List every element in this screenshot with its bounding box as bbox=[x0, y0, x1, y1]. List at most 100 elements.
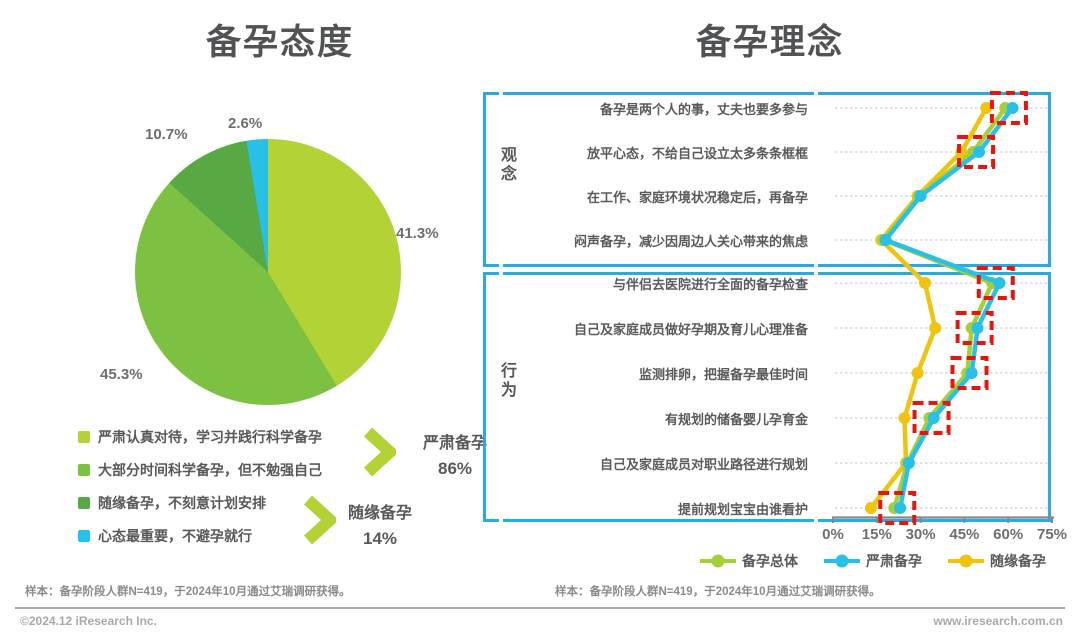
highlight-box bbox=[976, 266, 1015, 300]
highlight-box bbox=[989, 91, 1028, 125]
legend-swatch-icon bbox=[78, 529, 90, 542]
data-point-随缘备孕 bbox=[980, 102, 993, 114]
legend-swatch-icon bbox=[78, 430, 90, 443]
chevron-right-icon bbox=[363, 427, 396, 477]
highlight-box bbox=[955, 311, 994, 345]
pie-legend-label: 大部分时间科学备孕，但不勉强自己 bbox=[98, 461, 322, 478]
pie-slice-label-1: 41.3% bbox=[396, 225, 439, 242]
pie-group-serious-label: 严肃备孕 bbox=[422, 435, 487, 452]
pie-slice-label-3: 10.7% bbox=[145, 126, 188, 143]
line-legend-item-严肃备孕: 严肃备孕 bbox=[824, 551, 922, 571]
highlight-box bbox=[878, 491, 917, 525]
x-axis-tick-label: 75% bbox=[1037, 526, 1067, 543]
series-line-随缘备孕 bbox=[869, 106, 989, 510]
pie-legend-label: 严肃认真对待，学习并践行科学备孕 bbox=[98, 428, 322, 445]
legend-swatch-icon bbox=[78, 463, 90, 476]
category-label-2: 放平心态，不给自己设立太多条条框框 bbox=[586, 146, 808, 161]
pie-legend-label: 心态最重要，不避孕就行 bbox=[98, 527, 252, 544]
row-separator bbox=[503, 483, 814, 488]
data-point-随缘备孕 bbox=[898, 412, 911, 424]
x-axis-tick-label: 30% bbox=[906, 526, 936, 543]
category-label-4: 闷声备孕，减少因周边人关心带来的焦虑 bbox=[573, 234, 808, 249]
pie-group-serious-value: 86% bbox=[437, 459, 473, 478]
data-point-随缘备孕 bbox=[929, 322, 942, 334]
data-point-严肃备孕 bbox=[993, 277, 1006, 289]
x-axis-tick-label: 0% bbox=[822, 526, 844, 543]
pie-chart-title: 备孕态度 bbox=[205, 23, 354, 62]
website-text: www.iresearch.com.cn bbox=[933, 614, 1063, 628]
pie-chart bbox=[135, 139, 401, 405]
line-marker-icon bbox=[824, 554, 860, 568]
data-point-严肃备孕 bbox=[902, 457, 915, 469]
line-chart-legend: 备孕总体 严肃备孕 随缘备孕 bbox=[700, 551, 1046, 571]
data-point-随缘备孕 bbox=[918, 277, 931, 289]
data-point-严肃备孕 bbox=[927, 412, 940, 424]
line-marker-icon bbox=[948, 554, 984, 568]
row-separator bbox=[503, 438, 814, 443]
line-legend-label: 严肃备孕 bbox=[866, 553, 922, 569]
highlight-box bbox=[957, 135, 996, 169]
line-legend-item-随缘备孕: 随缘备孕 bbox=[948, 551, 1046, 571]
group-label-behavior: 行为 bbox=[498, 362, 515, 400]
line-legend-label: 备孕总体 bbox=[742, 553, 798, 569]
row-separator bbox=[503, 393, 814, 398]
row-separator bbox=[503, 172, 814, 176]
group-label-concept: 观念 bbox=[498, 146, 515, 184]
sample-note-left: 样本：备孕阶段人群N=419，于2024年10月通过艾瑞调研获得。 bbox=[25, 586, 351, 598]
behavior-group-frame bbox=[483, 272, 1051, 522]
category-label-7: 监测排卵，把握备孕最佳时间 bbox=[638, 367, 808, 382]
line-marker-icon bbox=[700, 554, 736, 568]
copyright-text: ©2024.12 iResearch Inc. bbox=[20, 614, 157, 628]
data-point-严肃备孕 bbox=[914, 190, 927, 202]
data-point-严肃备孕 bbox=[971, 322, 984, 334]
category-label-10: 提前规划宝宝由谁看护 bbox=[677, 502, 808, 517]
pie-legend-item-2: 大部分时间科学备孕，但不勉强自己 bbox=[78, 453, 322, 486]
category-label-1: 备孕是两个人的事，丈夫也要多参与 bbox=[599, 102, 808, 117]
line-legend-item-备孕总体: 备孕总体 bbox=[700, 551, 798, 571]
pie-slice-label-2: 45.3% bbox=[100, 366, 143, 383]
pie-group-casual: 随缘备孕 14% bbox=[323, 499, 437, 549]
highlight-box bbox=[912, 401, 951, 435]
x-axis-tick-label: 60% bbox=[993, 526, 1023, 543]
data-point-随缘备孕 bbox=[864, 502, 877, 514]
highlight-box bbox=[950, 356, 989, 390]
pie-group-serious: 严肃备孕 86% bbox=[398, 429, 512, 479]
data-point-严肃备孕 bbox=[973, 146, 985, 158]
pie-legend-item-3: 随缘备孕，不刻意计划安排 bbox=[78, 486, 322, 519]
x-axis-tick-label: 45% bbox=[949, 526, 979, 543]
x-axis-tick-label: 15% bbox=[862, 526, 892, 543]
pie-legend: 严肃认真对待，学习并践行科学备孕 大部分时间科学备孕，但不勉强自己 随缘备孕，不刻意… bbox=[78, 420, 322, 552]
data-point-严肃备孕 bbox=[879, 234, 892, 246]
chevron-right-icon bbox=[303, 495, 336, 545]
row-separator bbox=[503, 348, 814, 353]
category-label-6: 自己及家庭成员做好孕期及育儿心理准备 bbox=[573, 322, 808, 337]
pie-slice-label-4: 2.6% bbox=[228, 115, 263, 132]
pie-group-casual-label: 随缘备孕 bbox=[347, 505, 412, 522]
line-chart-title: 备孕理念 bbox=[695, 23, 844, 62]
legend-swatch-icon bbox=[78, 496, 90, 509]
data-point-严肃备孕 bbox=[894, 502, 907, 514]
data-point-随缘备孕 bbox=[911, 367, 924, 379]
pie-legend-label: 随缘备孕，不刻意计划安排 bbox=[98, 494, 266, 511]
pie-legend-item-1: 严肃认真对待，学习并践行科学备孕 bbox=[78, 420, 322, 453]
concept-group-frame bbox=[483, 92, 1051, 267]
line-legend-label: 随缘备孕 bbox=[990, 553, 1046, 569]
category-label-9: 自己及家庭成员对职业路径进行规划 bbox=[599, 457, 808, 472]
pie-group-casual-value: 14% bbox=[362, 529, 398, 548]
row-separator bbox=[503, 259, 814, 264]
data-point-严肃备孕 bbox=[1006, 102, 1019, 114]
footer-divider bbox=[15, 607, 1065, 609]
line-chart-plot: 0% 15% 30% 45% 60% 75% bbox=[822, 91, 1067, 543]
category-label-8: 有规划的储备婴儿孕育金 bbox=[664, 412, 808, 427]
pie-legend-item-4: 心态最重要，不避孕就行 bbox=[78, 519, 322, 552]
data-point-严肃备孕 bbox=[965, 367, 978, 379]
category-label-5: 与伴侣去医院进行全面的备孕检查 bbox=[612, 277, 808, 292]
category-label-3: 在工作、家庭环境状况稳定后，再备孕 bbox=[586, 190, 808, 205]
category-panel bbox=[499, 84, 818, 536]
sample-note-right: 样本：备孕阶段人群N=419，于2024年10月通过艾瑞调研获得。 bbox=[555, 586, 881, 598]
row-separator bbox=[503, 216, 814, 220]
row-separator bbox=[503, 303, 814, 308]
series-line-严肃备孕 bbox=[883, 106, 1015, 509]
row-separator bbox=[503, 128, 814, 132]
